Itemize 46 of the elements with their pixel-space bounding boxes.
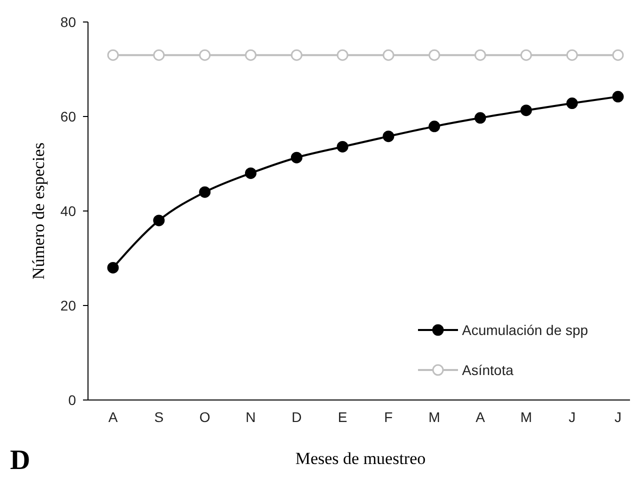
x-tick-label: N bbox=[246, 409, 256, 425]
point bbox=[382, 49, 394, 61]
y-tick-label: 80 bbox=[60, 14, 76, 30]
point bbox=[244, 167, 256, 179]
x-tick-label: E bbox=[338, 409, 348, 425]
text: D bbox=[10, 445, 30, 476]
point bbox=[336, 140, 348, 152]
point bbox=[199, 49, 211, 61]
point bbox=[290, 49, 302, 61]
point bbox=[382, 130, 394, 142]
point bbox=[520, 49, 532, 61]
y-axis-title: Número de especies bbox=[29, 142, 48, 280]
legend-label: Acumulación de spp bbox=[462, 322, 588, 338]
x-tick-label: F bbox=[384, 409, 393, 425]
point bbox=[428, 120, 440, 132]
legend-label: Asíntota bbox=[462, 362, 514, 378]
y-tick-label: 0 bbox=[68, 392, 76, 408]
x-tick-label: D bbox=[292, 409, 302, 425]
y-tick-label: 60 bbox=[60, 108, 76, 124]
x-tick-label: A bbox=[108, 409, 118, 425]
point bbox=[336, 49, 348, 61]
point bbox=[290, 152, 302, 164]
point bbox=[474, 49, 486, 61]
x-tick-label: O bbox=[199, 409, 210, 425]
point bbox=[153, 49, 165, 61]
x-axis-title: Meses de muestreo bbox=[295, 449, 426, 468]
point bbox=[153, 214, 165, 226]
point bbox=[520, 104, 532, 116]
point bbox=[428, 49, 440, 61]
point bbox=[474, 112, 486, 124]
x-tick-label: J bbox=[614, 409, 622, 425]
point bbox=[566, 98, 578, 110]
point bbox=[199, 186, 211, 198]
point bbox=[107, 262, 119, 274]
point bbox=[244, 49, 256, 61]
x-tick-label: M bbox=[428, 409, 440, 425]
point bbox=[612, 90, 624, 102]
x-tick-label: J bbox=[568, 409, 576, 425]
x-tick-label: A bbox=[476, 409, 486, 425]
point bbox=[566, 49, 578, 61]
point bbox=[107, 49, 119, 61]
y-tick-label: 40 bbox=[60, 202, 76, 219]
y-tick-label: 20 bbox=[60, 297, 76, 314]
x-tick-label: M bbox=[520, 409, 532, 425]
point bbox=[612, 49, 624, 61]
x-tick-label: S bbox=[154, 409, 164, 425]
